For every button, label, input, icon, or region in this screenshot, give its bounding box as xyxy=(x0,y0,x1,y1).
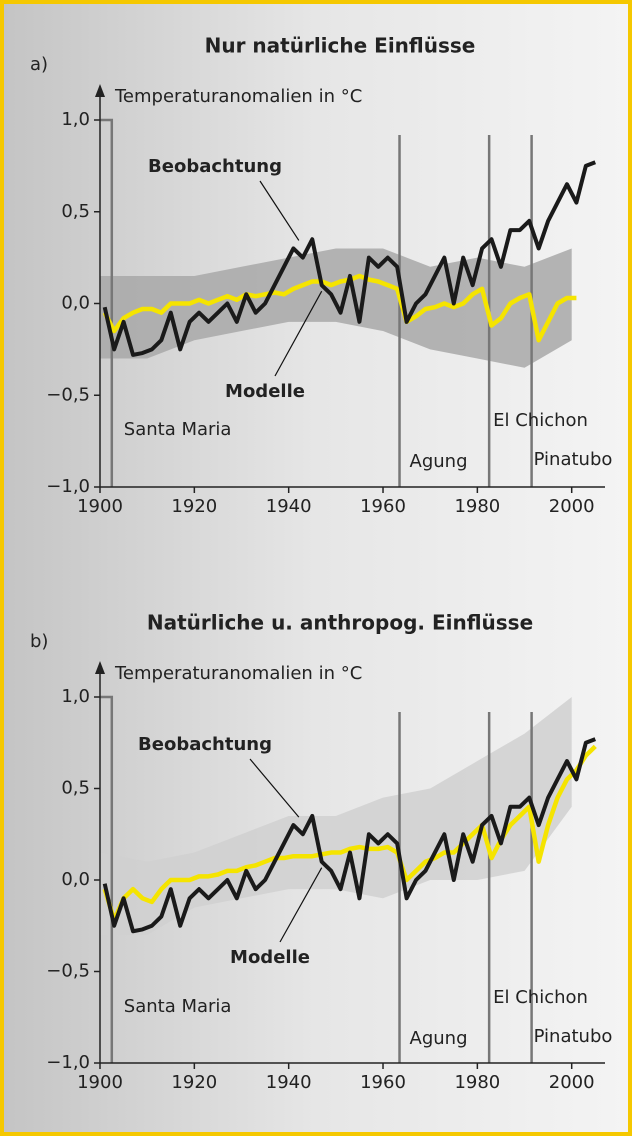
y-tick-label: 0,5 xyxy=(61,778,90,799)
x-tick-label: 1960 xyxy=(360,496,406,517)
y-axis-label: Temperaturanomalien in °C xyxy=(114,86,362,107)
annotation-arrow xyxy=(249,758,300,818)
chart-title: Natürliche u. anthropog. Einflüsse xyxy=(147,611,533,635)
volcano-label: El Chichon xyxy=(493,410,588,431)
y-axis-arrow xyxy=(95,661,105,674)
x-tick-label: 1920 xyxy=(171,1072,217,1093)
y-tick-label: −1,0 xyxy=(46,476,90,497)
y-tick-label: 0,5 xyxy=(61,201,90,222)
annotation-arrow xyxy=(274,290,323,377)
y-tick-label: 0,0 xyxy=(61,293,90,314)
volcano-label: Santa Maria xyxy=(124,996,232,1017)
y-tick-label: 1,0 xyxy=(61,686,90,707)
x-tick-label: 2000 xyxy=(549,496,595,517)
annotation: Modelle xyxy=(225,381,305,402)
volcano-label: Pinatubo xyxy=(534,1026,613,1047)
x-tick-label: 1900 xyxy=(77,496,123,517)
y-tick-label: 0,0 xyxy=(61,869,90,890)
y-tick-label: 1,0 xyxy=(61,109,90,130)
volcano-label: Santa Maria xyxy=(124,419,232,440)
annotation-arrow xyxy=(259,180,300,241)
x-tick-label: 1940 xyxy=(266,1072,312,1093)
x-tick-label: 1980 xyxy=(454,496,500,517)
volcano-label: Pinatubo xyxy=(534,449,613,470)
panel-label: a) xyxy=(30,54,48,75)
annotation: Modelle xyxy=(230,947,310,968)
observation-line xyxy=(102,737,597,934)
y-tick-label: −0,5 xyxy=(46,384,90,405)
x-tick-label: 1900 xyxy=(77,1072,123,1093)
model-mean-line xyxy=(102,744,597,923)
annotation: Beobachtung xyxy=(138,734,272,755)
x-tick-label: 1980 xyxy=(454,1072,500,1093)
model-mean-line xyxy=(102,273,577,343)
x-tick-label: 1920 xyxy=(171,496,217,517)
y-axis-arrow xyxy=(95,84,105,97)
volcano-label: Agung xyxy=(410,451,468,472)
x-tick-label: 1940 xyxy=(266,496,312,517)
annotation: Beobachtung xyxy=(148,156,282,177)
panel-label: b) xyxy=(30,631,48,652)
model-spread xyxy=(100,248,572,368)
x-tick-label: 1960 xyxy=(360,1072,406,1093)
observation-line xyxy=(102,160,597,357)
volcano-label: Agung xyxy=(410,1028,468,1049)
volcano-line xyxy=(100,118,114,487)
y-axis-label: Temperaturanomalien in °C xyxy=(114,663,362,684)
annotation-arrow xyxy=(279,867,323,943)
volcano-label: El Chichon xyxy=(493,987,588,1008)
y-tick-label: −0,5 xyxy=(46,961,90,982)
chart-title: Nur natürliche Einflüsse xyxy=(205,34,476,58)
y-tick-label: −1,0 xyxy=(46,1052,90,1073)
x-tick-label: 2000 xyxy=(549,1072,595,1093)
volcano-line xyxy=(100,695,114,1063)
